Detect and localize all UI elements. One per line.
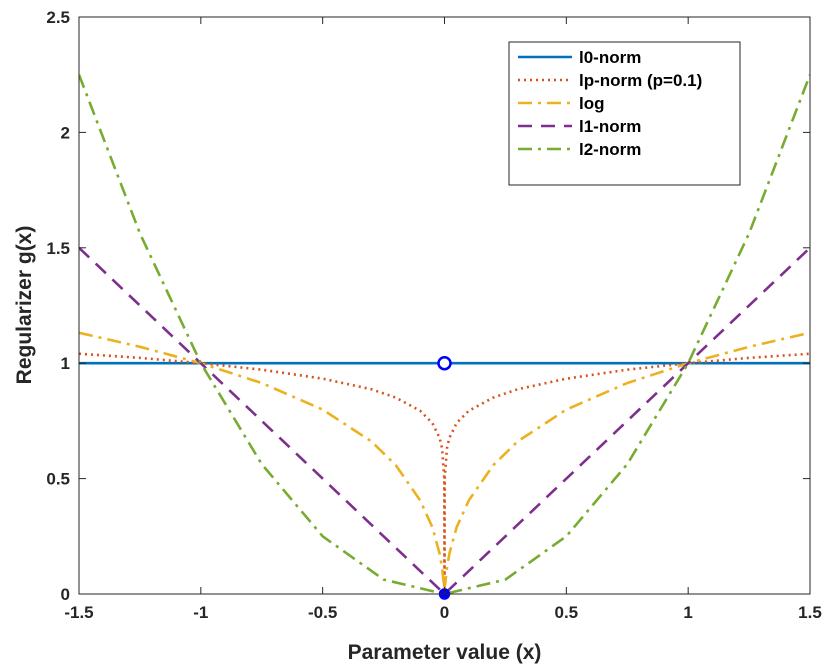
y-tick-label: 0 <box>61 585 70 604</box>
x-tick-label: -0.5 <box>308 603 337 622</box>
x-tick-label: -1.5 <box>64 603 93 622</box>
x-axis-label: Parameter value (x) <box>348 641 542 664</box>
y-tick-label: 2 <box>61 123 70 142</box>
series-line-lp-norm-p-0-1 <box>79 352 810 594</box>
x-tick-label: 0.5 <box>555 603 579 622</box>
series-line-l1-norm <box>79 246 810 594</box>
open-point-marker <box>437 355 452 371</box>
tick-layer <box>78 16 811 595</box>
legend-label-lp-norm-p-0-1: lp-norm (p=0.1) <box>579 71 702 90</box>
y-axis-label: Regularizer g(x) <box>13 226 36 385</box>
tick-label-layer: -1.5 -1 -0.5 0 0.5 1 1.5 0 0.5 1 1.5 2 2.5 <box>46 8 821 622</box>
legend-label-l1-norm: l1-norm <box>579 117 641 136</box>
x-tick-label: 1.5 <box>798 603 822 622</box>
legend: l0-norm lp-norm (p=0.1) log l1-norm l2-norm <box>508 41 741 186</box>
legend-label-l0-norm: l0-norm <box>579 48 641 67</box>
marker-layer <box>437 355 452 600</box>
legend-label-log: log <box>579 94 605 113</box>
y-tick-label: 1 <box>61 354 70 373</box>
y-tick-label: 1.5 <box>46 239 70 258</box>
legend-label-l2-norm: l2-norm <box>579 140 641 159</box>
x-tick-label: -1 <box>193 603 208 622</box>
x-tick-label: 1 <box>683 603 692 622</box>
y-tick-label: 0.5 <box>46 470 70 489</box>
y-tick-label: 2.5 <box>46 8 70 27</box>
legend-box <box>508 41 741 186</box>
x-tick-label: 0 <box>440 603 449 622</box>
